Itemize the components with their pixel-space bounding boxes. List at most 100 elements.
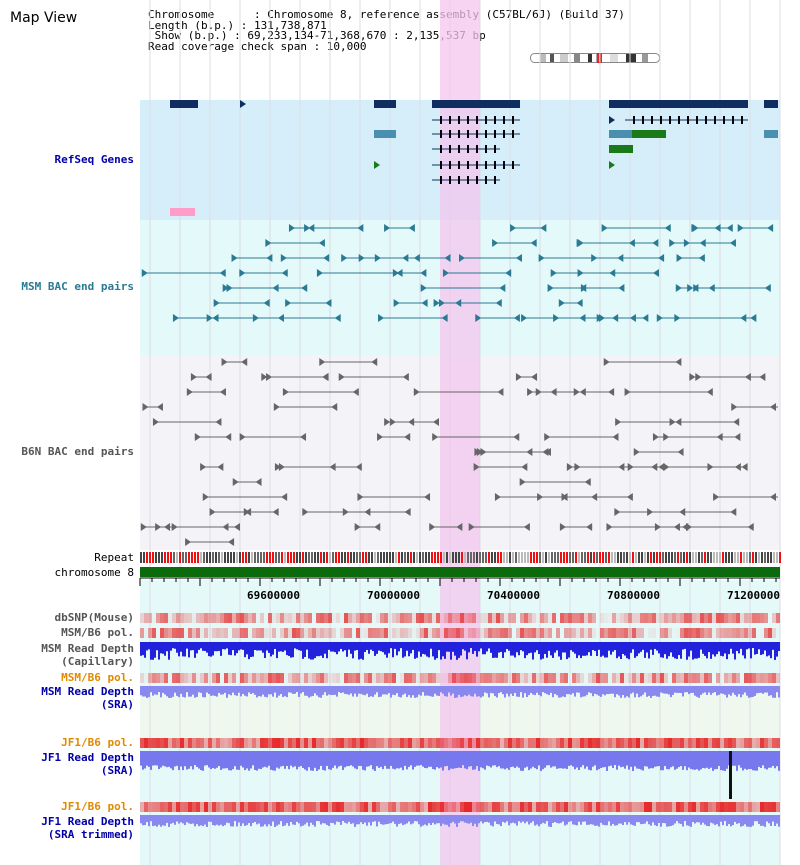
heat-cell	[280, 628, 284, 638]
b6n-pair-end	[239, 433, 246, 441]
depth-bar	[554, 686, 556, 694]
heat-cell	[632, 738, 636, 748]
track-label-b6n-bac[interactable]: B6N BAC end pairs	[21, 445, 134, 458]
heat-cell	[608, 738, 612, 748]
heat-cell	[384, 613, 388, 623]
exon	[714, 116, 716, 124]
depth-bar	[246, 686, 248, 697]
b6n-pair-end	[675, 358, 682, 366]
depth-bar	[560, 751, 562, 769]
depth-bar	[540, 642, 542, 660]
repeat-mark	[368, 552, 370, 563]
depth-bar	[586, 751, 588, 767]
depth-bar	[396, 751, 398, 769]
heat-cell	[196, 628, 200, 638]
depth-bar	[206, 686, 208, 693]
b6n-pair-end	[429, 523, 436, 531]
heat-cell	[544, 802, 548, 812]
repeat-mark	[383, 552, 385, 563]
heat-cell	[332, 738, 336, 748]
depth-bar	[670, 815, 672, 826]
repeat-mark	[665, 552, 667, 563]
heat-cell	[556, 613, 560, 623]
depth-bar	[432, 815, 434, 823]
heat-cell	[768, 628, 772, 638]
track-label-msm-depth-cap-sub: (Capillary)	[61, 655, 134, 668]
heat-cell	[292, 673, 296, 683]
msm-pair-end	[764, 284, 771, 292]
depth-bar	[672, 642, 674, 657]
heat-cell	[192, 628, 196, 638]
depth-bar	[610, 815, 612, 826]
heat-cell	[388, 613, 392, 623]
depth-bar	[166, 815, 168, 823]
depth-bar	[386, 815, 388, 825]
depth-bar	[570, 815, 572, 822]
exon	[476, 145, 478, 153]
depth-bar	[720, 686, 722, 694]
depth-bar	[558, 815, 560, 824]
heat-cell	[652, 738, 656, 748]
heat-cell	[760, 738, 764, 748]
depth-bar	[628, 686, 630, 698]
track-label-refseq[interactable]: RefSeq Genes	[54, 153, 134, 166]
b6n-pair-end	[171, 523, 178, 531]
msm-pair-end	[374, 254, 381, 262]
depth-bar	[706, 815, 708, 826]
msm-bac-pairs[interactable]	[141, 224, 774, 322]
depth-bar	[214, 815, 216, 826]
heat-cell	[268, 628, 272, 638]
refseq-genes[interactable]	[170, 100, 778, 216]
heat-cell	[524, 628, 528, 638]
heat-cell	[612, 613, 616, 623]
depth-bar	[518, 751, 520, 768]
depth-bar	[254, 686, 256, 695]
depth-bar	[286, 751, 288, 766]
heat-cell	[736, 628, 740, 638]
repeat-mark	[491, 552, 493, 563]
repeat-mark	[626, 552, 628, 563]
heat-cell	[384, 738, 388, 748]
depth-bar	[764, 642, 766, 651]
depth-bar	[528, 642, 530, 654]
heat-cell	[648, 613, 652, 623]
depth-bar	[354, 815, 356, 827]
msm-pair-end	[444, 254, 451, 262]
depth-bar	[756, 642, 758, 654]
depth-bar	[704, 686, 706, 693]
b6n-bac-pairs[interactable]	[140, 358, 778, 546]
heat-cell	[200, 673, 204, 683]
repeat-mark	[479, 552, 481, 563]
depth-bar	[532, 686, 534, 695]
b6n-pair-end	[652, 433, 659, 441]
heat-cell	[416, 613, 420, 623]
repeat-mark	[350, 552, 352, 563]
exon	[678, 116, 680, 124]
exon	[660, 116, 662, 124]
depth-bar	[146, 686, 148, 698]
depth-bar	[512, 815, 514, 823]
heat-cell	[180, 673, 184, 683]
heat-cell	[432, 628, 436, 638]
heat-cell	[468, 628, 472, 638]
highlight-region[interactable]	[440, 0, 480, 865]
depth-spike	[729, 751, 732, 799]
heat-cell	[144, 802, 148, 812]
depth-bar	[684, 815, 686, 822]
depth-bar	[194, 686, 196, 698]
depth-bar	[358, 751, 360, 766]
heat-cell	[536, 738, 540, 748]
depth-bar	[414, 751, 416, 767]
b6n-pair-end	[614, 508, 621, 516]
heat-cell	[176, 738, 180, 748]
depth-bar	[724, 751, 726, 771]
depth-bar	[322, 686, 324, 695]
depth-bar	[354, 642, 356, 651]
heat-cell	[304, 802, 308, 812]
depth-bar	[324, 642, 326, 654]
track-label-msm-bac[interactable]: MSM BAC end pairs	[21, 280, 134, 293]
depth-bar	[360, 815, 362, 823]
heat-cell	[736, 738, 740, 748]
heat-cell	[500, 628, 504, 638]
